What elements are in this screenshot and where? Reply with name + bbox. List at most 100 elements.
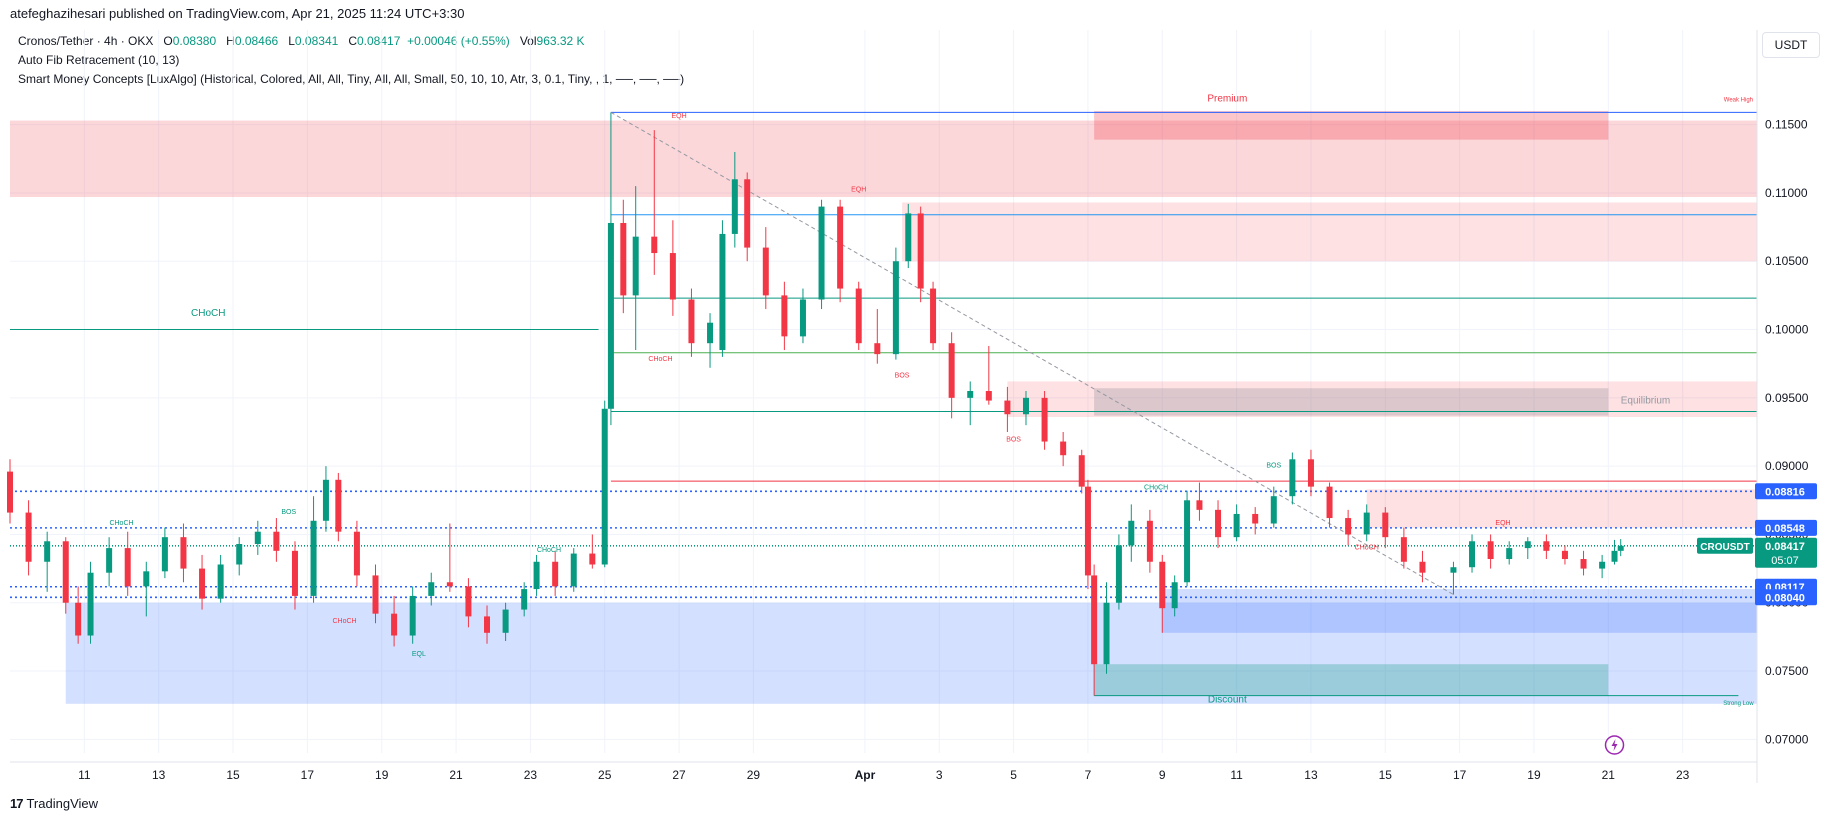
candle [607,112,614,426]
price-tick-label: 0.07500 [1765,664,1809,678]
high-label: H [226,34,235,48]
candle-body [1307,459,1314,487]
time-tick-label: 11 [78,768,91,782]
candle-body [44,541,51,562]
candle [1419,550,1426,583]
indicator-smc[interactable]: Smart Money Concepts [LuxAlgo] (Historic… [18,72,685,86]
time-tick-label: 15 [226,768,240,782]
chart-legend: Cronos/Tether · 4h · OKX O0.08380 H0.084… [18,32,684,89]
symbol-label[interactable]: Cronos/Tether · 4h · OKX [18,34,154,48]
candle-body [601,408,608,565]
candle [533,554,540,596]
candle [310,496,317,603]
tradingview-footer[interactable]: 17 TradingView [10,796,98,811]
time-tick-label: 27 [672,768,686,782]
candle [1078,449,1085,494]
zone-label: Premium [1207,93,1247,104]
countdown-label: 05:07 [1771,555,1799,567]
candle [1084,479,1091,590]
candle-body [1252,513,1259,524]
candle-body [124,548,131,587]
time-tick-label: 9 [1159,768,1166,782]
candle [236,537,243,576]
price-tick-label: 0.09500 [1765,391,1809,405]
candle [1041,391,1048,450]
candle [1543,534,1550,560]
candle-body [707,322,714,344]
candle [1611,539,1618,565]
candle [199,554,206,610]
candle [905,203,912,269]
candle-body [1419,561,1426,573]
candle-body [1196,500,1203,510]
candle-body [1184,500,1191,583]
price-tick-label: 0.09000 [1765,459,1809,473]
candle-body [589,553,596,565]
candle [161,527,168,579]
candle-body [719,233,726,351]
candle-body [855,288,862,344]
candle [837,199,844,303]
candle-body [310,520,317,596]
time-tick-label: 5 [1010,768,1017,782]
candle-body [632,236,639,296]
candle-body [25,512,32,562]
candle [601,400,608,568]
smc-zone [1366,489,1757,528]
currency-button[interactable]: USDT [1762,32,1820,58]
structure-label: CHoCH [109,520,133,527]
candle-body [570,553,577,587]
candle [1159,554,1166,633]
time-tick-label: 13 [1304,768,1318,782]
candle [1252,507,1259,535]
candle [1171,575,1178,617]
candle [409,586,416,644]
candle [1022,391,1029,426]
candle [632,186,639,351]
structure-label: BOS [1006,437,1021,444]
smc-zone [65,602,1757,704]
candle-body [669,253,676,300]
time-tick-label: 21 [1602,768,1616,782]
candle [1400,527,1407,569]
indicator-fib[interactable]: Auto Fib Retracement (10, 13) [18,53,180,67]
candle-body [1215,509,1222,538]
close-label: C [348,34,357,48]
symbol-tag-label: CROUSDT [1700,542,1749,553]
candle [322,466,329,532]
candle [948,332,955,419]
candle-body [1022,397,1029,415]
candle [44,531,51,592]
zone-label: Weak High [1724,97,1753,103]
candle-body [930,288,937,344]
candle-body [948,343,955,398]
price-tag [1755,589,1817,606]
candle [428,572,435,606]
candle-body [254,531,261,545]
change-value: +0.00046 (+0.55%) [407,34,510,48]
candle [985,345,992,405]
candle-body [465,586,472,617]
low-value: 0.08341 [294,34,339,48]
candle [1115,534,1122,610]
candle-body [1599,561,1606,569]
candle-body [1060,441,1067,456]
structure-label: CHoCH [332,618,356,625]
candle [651,130,658,275]
candle-body [1159,561,1166,609]
candle [781,281,788,351]
candle [353,520,360,587]
time-tick-label: 23 [524,768,538,782]
time-tick-label: 15 [1379,768,1393,782]
ohlc-row: Cronos/Tether · 4h · OKX O0.08380 H0.084… [18,32,684,51]
candle [620,199,627,314]
candle [917,206,924,303]
candle [1345,509,1352,546]
candle [731,151,738,248]
volume-value: 963.32 K [536,34,585,48]
candle-body [1270,496,1277,524]
candle-body [781,295,788,337]
candle-body [607,222,614,409]
time-tick-label: 17 [1453,768,1467,782]
